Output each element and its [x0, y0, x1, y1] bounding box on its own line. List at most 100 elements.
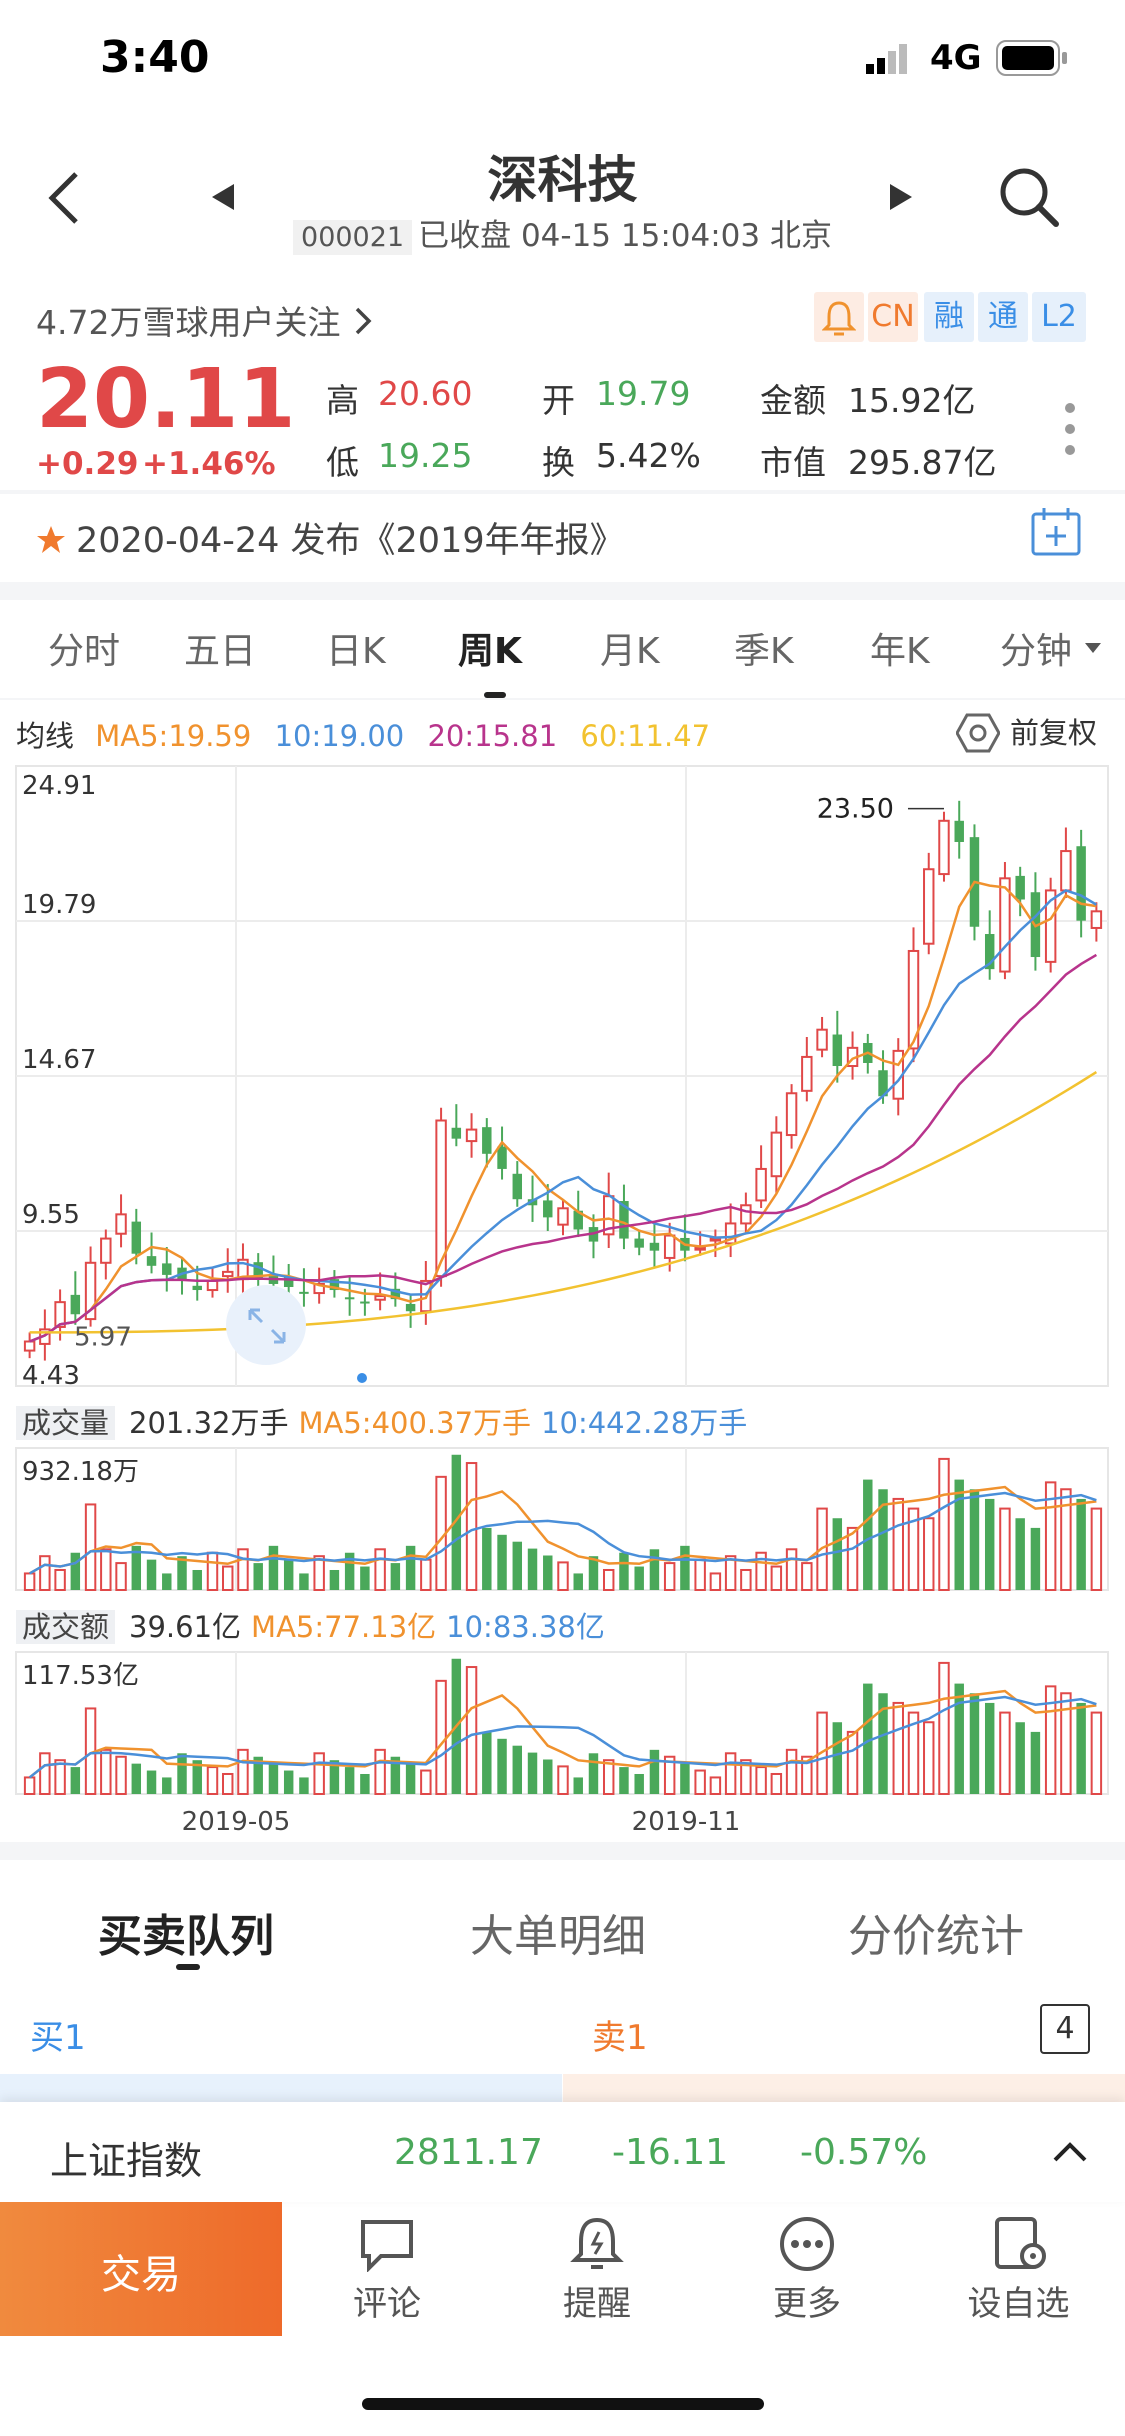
- candle-body: [497, 1146, 507, 1169]
- volume-bar: [344, 1552, 355, 1590]
- tab-order-queue[interactable]: 买卖队列: [98, 1911, 274, 1962]
- tab-minute[interactable]: 分钟: [1000, 631, 1073, 672]
- volume-max-label: 932.18万: [22, 1457, 139, 1487]
- announcement-row[interactable]: 2020-04-24 发布《2019年年报》: [36, 512, 625, 563]
- mktcap-label: 市值: [760, 443, 826, 482]
- volume-bar: [374, 1548, 386, 1591]
- chevron-up-icon[interactable]: [1052, 2140, 1088, 2164]
- divider: [0, 490, 1125, 494]
- tab-daily-k[interactable]: 日K: [326, 631, 386, 672]
- tab-weekly-k[interactable]: 周K: [458, 631, 522, 672]
- candle-body: [344, 1297, 355, 1300]
- nav-watchlist-label: 设自选: [967, 2284, 1070, 2324]
- volume-bar: [923, 1721, 935, 1795]
- next-stock-icon[interactable]: [886, 182, 916, 216]
- tab-large-orders[interactable]: 大单明细: [470, 1911, 646, 1962]
- back-icon[interactable]: [44, 168, 84, 232]
- nav-comment[interactable]: 评论: [282, 2202, 492, 2336]
- date-label: 2019-05: [182, 1807, 291, 1837]
- volume-bar: [954, 1479, 964, 1590]
- queue-depth-button[interactable]: 4: [1040, 2004, 1090, 2054]
- tab-yearly-k[interactable]: 年K: [870, 631, 930, 672]
- volume-bar: [846, 1526, 859, 1592]
- candle-body: [724, 1222, 737, 1245]
- adjust-toggle[interactable]: 前复权: [955, 710, 1097, 753]
- followers-link[interactable]: 4.72万雪球用户关注: [36, 296, 375, 344]
- connect-badge[interactable]: 通: [978, 292, 1028, 342]
- candle-body: [131, 1221, 142, 1254]
- tab-quarterly-k[interactable]: 季K: [734, 631, 794, 672]
- volume-bar: [23, 1572, 36, 1592]
- tab-price-stats[interactable]: 分价统计: [848, 1911, 1024, 1962]
- candle-body: [785, 1092, 798, 1137]
- candle-body: [816, 1028, 828, 1051]
- volume-bar: [162, 1573, 172, 1590]
- volume-bar: [1090, 1711, 1103, 1796]
- volume-bar: [619, 1552, 629, 1590]
- market-status: 已收盘 04-15 15:04:03 北京: [418, 218, 832, 254]
- alert-bell-badge[interactable]: [814, 292, 864, 342]
- volume-bar: [237, 1548, 249, 1591]
- volume-bar: [70, 1767, 81, 1794]
- volume-bar: [755, 1766, 767, 1796]
- cn-badge[interactable]: CN: [868, 292, 918, 342]
- search-icon[interactable]: [996, 164, 1060, 232]
- volume-ma5-line: [29, 1485, 1097, 1575]
- tab-five-day[interactable]: 五日: [184, 631, 257, 672]
- nav-watchlist[interactable]: 设自选: [912, 2202, 1125, 2336]
- volume-bar: [84, 1503, 97, 1591]
- candle-body: [649, 1242, 660, 1251]
- candle-body: [740, 1204, 752, 1225]
- volume-bar: [634, 1566, 644, 1590]
- volume-bar: [1030, 1731, 1041, 1794]
- trade-button[interactable]: 交易: [0, 2202, 282, 2336]
- prev-stock-icon[interactable]: [208, 182, 238, 216]
- tab-monthly-k[interactable]: 月K: [600, 631, 660, 672]
- candle-body: [70, 1294, 81, 1315]
- volume-bar: [724, 1752, 737, 1795]
- nav-comment-label: 评论: [353, 2284, 421, 2324]
- buy1-label: 买1: [30, 2018, 86, 2058]
- candle-body: [984, 934, 995, 970]
- volume-bar: [420, 1769, 432, 1795]
- candle-body: [801, 1055, 813, 1092]
- last-price: 20.11: [36, 352, 296, 447]
- expand-button: [226, 1285, 306, 1365]
- volume-bar: [100, 1548, 112, 1591]
- volume-bar: [527, 1548, 538, 1590]
- ma60-value: 60:11.47: [580, 719, 711, 753]
- low-value: 19.25: [378, 436, 473, 475]
- nav-reminder[interactable]: 提醒: [492, 2202, 702, 2336]
- quote-status: 000021 已收盘 04-15 15:04:03 北京: [0, 210, 1125, 255]
- more-vertical-icon[interactable]: [1060, 400, 1080, 462]
- volume-bar: [680, 1545, 690, 1590]
- volume-bar: [100, 1748, 112, 1796]
- volume-ma10: 10:442.28万手: [541, 1406, 748, 1440]
- announcement-text: 2020-04-24 发布《2019年年报》: [76, 521, 625, 561]
- volume-bar: [863, 1683, 873, 1794]
- candle-body: [954, 820, 964, 842]
- section-gap: [0, 1842, 1125, 1860]
- margin-badge[interactable]: 融: [924, 292, 974, 342]
- candle-body: [573, 1210, 583, 1230]
- nav-more[interactable]: 更多: [702, 2202, 912, 2336]
- volume-bar: [374, 1748, 386, 1796]
- index-bar[interactable]: 上证指数 2811.17 -16.11 -0.57%: [0, 2102, 1125, 2202]
- candle-body: [512, 1173, 523, 1200]
- volume-bar: [512, 1541, 523, 1590]
- l2-badge[interactable]: L2: [1032, 292, 1086, 342]
- tab-intraday[interactable]: 分时: [48, 631, 121, 672]
- volume-bar: [1060, 1488, 1072, 1592]
- candle-body: [206, 1279, 219, 1292]
- sell-queue-row: [563, 2074, 1125, 2104]
- kline-chart[interactable]: 24.91 19.79 14.67 9.55 4.43 23.50 5.97 932.18万 1…: [0, 760, 1125, 1840]
- volume-bar: [724, 1555, 737, 1592]
- amount-legend-value: 39.61亿: [129, 1610, 242, 1644]
- axis-label: 14.67: [22, 1045, 96, 1075]
- volume-bar: [360, 1773, 370, 1794]
- volume-bar: [299, 1777, 309, 1794]
- candle-body: [938, 819, 950, 876]
- volume-bar: [131, 1545, 142, 1590]
- calendar-add-icon[interactable]: [1030, 506, 1082, 562]
- candle-body: [84, 1261, 97, 1321]
